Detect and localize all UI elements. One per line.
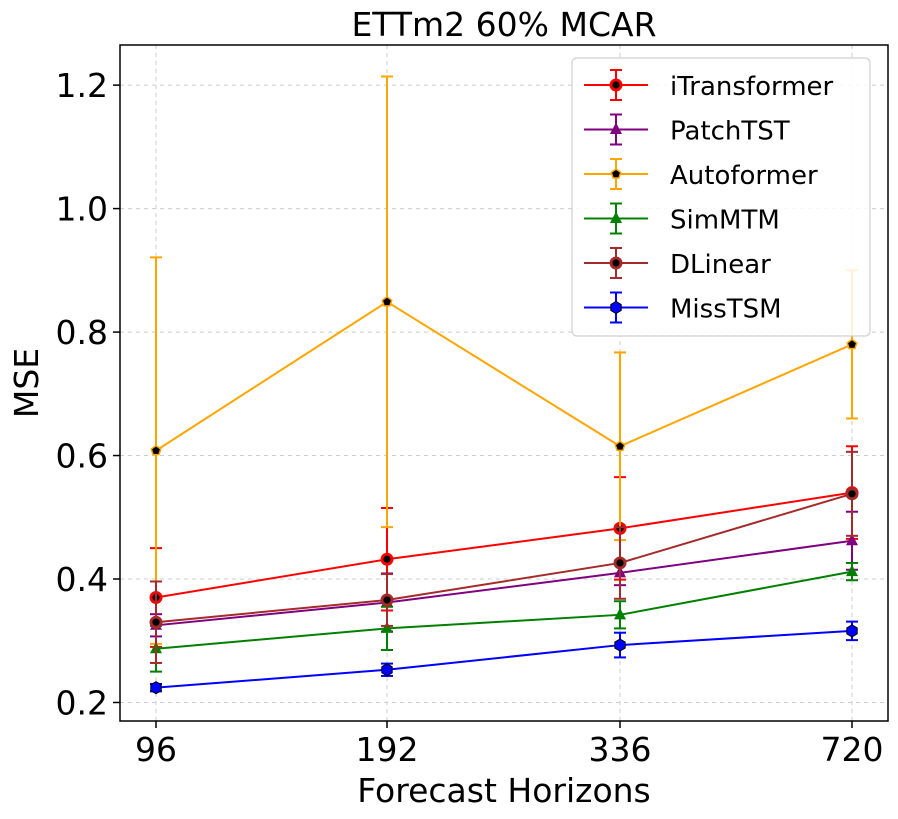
series-line-itransformer <box>155 491 853 599</box>
series-layer <box>149 75 859 695</box>
point-dlinear-1-center <box>383 596 391 604</box>
series-dlinear <box>149 450 859 664</box>
y-tick-label-4: 1.0 <box>56 190 108 229</box>
legend-marker-patchtst <box>610 122 622 134</box>
point-simmtm-3 <box>846 564 858 577</box>
x-tick-label-3: 720 <box>821 730 884 769</box>
series-autoformer <box>150 75 858 645</box>
legend-marker-misstsm <box>610 300 622 315</box>
point-dlinear-3-center <box>848 490 856 498</box>
y-tick-label-5: 1.2 <box>56 66 108 105</box>
legend-entry-dlinear: DLinear <box>584 247 771 280</box>
point-simmtm-1 <box>381 621 393 633</box>
point-misstsm-3 <box>846 624 858 638</box>
y-tick-label-3: 0.8 <box>56 313 108 352</box>
y-tick-label-1: 0.4 <box>56 560 108 599</box>
point-misstsm-0 <box>150 681 162 695</box>
point-patchtst-3 <box>846 533 858 546</box>
chart-title: ETTm2 60% MCAR <box>351 5 656 44</box>
point-misstsm-2 <box>614 638 626 652</box>
axis-ticks: 0.2 0.4 0.6 0.8 1.0 1.2 96 192 336 720 <box>56 66 884 769</box>
point-autoformer-1 <box>381 295 393 307</box>
x-tick-label-1: 192 <box>356 730 419 769</box>
y-tick-label-2: 0.6 <box>56 437 108 476</box>
series-misstsm <box>150 620 858 695</box>
legend-label-misstsm: MissTSM <box>670 295 782 325</box>
legend-label-simmtm: SimMTM <box>670 206 780 236</box>
series-line-patchtst <box>155 539 853 627</box>
point-simmtm-2 <box>614 607 626 620</box>
x-axis-label: Forecast Horizons <box>357 771 651 810</box>
x-tick-label-0: 96 <box>135 730 177 769</box>
legend-entry-autoformer: Autoformer <box>584 158 818 191</box>
legend-marker-dlinear-center <box>612 259 620 267</box>
y-tick-label-0: 0.2 <box>56 683 108 722</box>
point-dlinear-2-center <box>616 559 624 567</box>
legend-label-patchtst: PatchTST <box>670 117 790 147</box>
legend-entry-misstsm: MissTSM <box>584 291 782 325</box>
legend: iTransformer PatchTST Autoformer SimMTM DLin… <box>571 57 871 337</box>
legend-marker-simmtm <box>610 211 622 223</box>
point-dlinear-0-center <box>152 618 160 626</box>
series-line-misstsm <box>155 629 853 689</box>
series-line-dlinear <box>155 492 853 624</box>
point-autoformer-3 <box>846 338 858 350</box>
legend-entry-patchtst: PatchTST <box>584 113 790 147</box>
legend-box <box>571 57 871 337</box>
point-itransformer-1-center <box>383 555 391 563</box>
plot-frame <box>119 44 889 722</box>
y-axis-label: MSE <box>7 348 46 418</box>
legend-label-autoformer: Autoformer <box>670 161 818 191</box>
point-misstsm-1 <box>381 663 393 677</box>
point-autoformer-0 <box>150 444 162 456</box>
x-tick-label-2: 336 <box>589 730 652 769</box>
point-autoformer-2 <box>614 440 626 452</box>
series-line-simmtm <box>155 570 853 650</box>
series-line-autoformer <box>155 300 853 452</box>
legend-marker-autoformer <box>610 168 622 179</box>
legend-entry-simmtm: SimMTM <box>584 202 780 236</box>
legend-marker-itransformer-center <box>612 81 620 89</box>
legend-label-dlinear: DLinear <box>670 250 771 280</box>
legend-label-itransformer: iTransformer <box>670 72 834 102</box>
legend-entry-itransformer: iTransformer <box>584 69 834 102</box>
